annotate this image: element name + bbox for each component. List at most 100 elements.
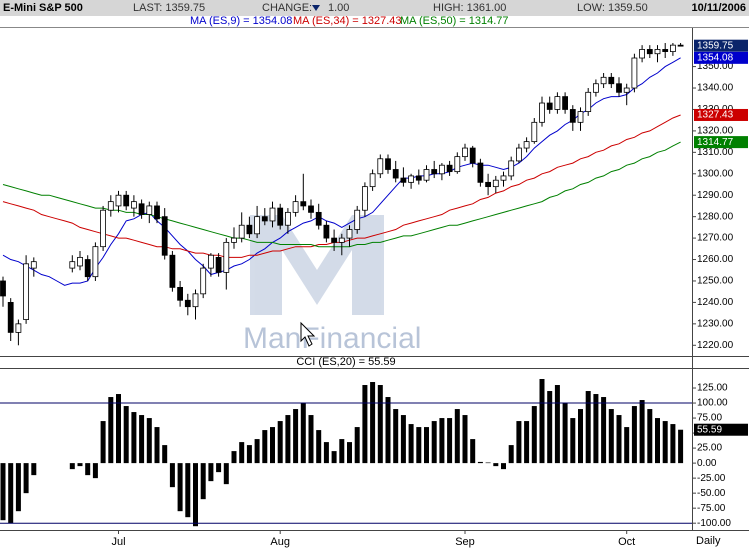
y-tick-label: 1280.00 — [697, 211, 734, 222]
low-price: LOW: 1359.50 — [577, 2, 648, 14]
candle-body — [192, 293, 199, 308]
y-tick-label: 1270.00 — [697, 233, 734, 244]
cci-bar — [139, 415, 145, 464]
cci-bar — [239, 442, 245, 464]
candle-body — [585, 91, 592, 113]
down-arrow — [312, 5, 320, 11]
cci-bar — [501, 463, 506, 470]
cci-bar — [639, 400, 645, 464]
candle-body — [438, 164, 445, 175]
y-tick-label: 125.00 — [697, 383, 728, 394]
cci-bar — [223, 463, 229, 485]
cci-bar — [254, 439, 260, 464]
candle-body — [277, 207, 284, 226]
cci-bar — [31, 463, 37, 476]
candle-body — [454, 156, 461, 173]
cci-bar — [362, 385, 368, 464]
candle-body — [338, 237, 345, 243]
y-tick-label: 1310.00 — [697, 147, 734, 158]
candle-body — [462, 147, 468, 158]
candle-body — [261, 216, 268, 222]
candle-body — [516, 147, 522, 162]
x-tick-label: Aug — [270, 536, 290, 548]
cci-bar — [585, 391, 591, 464]
cci-bar — [277, 421, 283, 464]
candle-body — [292, 201, 299, 213]
value-box — [694, 39, 748, 52]
cci-bar — [270, 427, 275, 464]
cci-bar — [624, 427, 630, 464]
y-tick-label: 1300.00 — [697, 168, 734, 179]
cci-bar — [416, 427, 422, 464]
value-box — [694, 136, 748, 149]
candle-body — [354, 209, 361, 230]
x-tick-label: Oct — [618, 536, 635, 548]
cci-bar — [370, 382, 376, 464]
cci-bar — [193, 463, 198, 527]
candle-body — [146, 205, 153, 215]
cci-bar — [162, 445, 168, 464]
y-tick-label: -75.00 — [697, 503, 726, 514]
cci-bar — [616, 415, 622, 464]
cci-bar — [339, 439, 345, 464]
y-tick-label: 1290.00 — [697, 190, 734, 201]
cci-bar — [231, 451, 237, 464]
candle-body — [646, 49, 653, 55]
value-box — [694, 51, 748, 64]
cci-bar — [477, 461, 483, 464]
candle-body — [400, 177, 407, 183]
candle-body — [154, 205, 160, 220]
candle-body — [84, 259, 91, 278]
candle-body — [123, 194, 130, 207]
candle-body — [300, 201, 307, 207]
value-box-label: 1359.75 — [697, 40, 734, 51]
candle-body — [323, 224, 330, 239]
value-box-label: 1327.43 — [697, 110, 734, 121]
cci-bar — [347, 442, 352, 464]
cci-bar — [547, 391, 553, 464]
cci-bar — [447, 418, 453, 464]
cci-bar — [169, 463, 175, 488]
value-box-label: 1354.08 — [697, 52, 734, 63]
logo-part — [282, 215, 352, 305]
candle-body — [161, 216, 168, 256]
candle-body — [539, 102, 545, 123]
candle-body — [485, 181, 492, 188]
candle-body — [546, 102, 553, 110]
candle-body — [562, 96, 568, 110]
cci-bar — [69, 463, 75, 470]
candle-body — [423, 169, 430, 181]
cci-bar — [0, 463, 6, 521]
candle-body — [184, 299, 191, 308]
y-tick-label: 1260.00 — [697, 254, 734, 265]
cci-bar — [177, 463, 183, 512]
cci-bar — [493, 463, 499, 467]
x-tick-label: Sep — [455, 536, 475, 548]
candle-body — [677, 44, 684, 47]
x-tick-label: Jul — [111, 536, 125, 548]
candle-body — [639, 49, 645, 59]
legend-entry: MA (ES,9) = 1354.08 — [190, 15, 292, 27]
cci-bar — [116, 394, 121, 464]
candle-body — [469, 147, 476, 164]
high-price: HIGH: 1361.00 — [433, 2, 506, 14]
cci-bar — [23, 463, 29, 494]
y-tick-label: 1220.00 — [697, 340, 734, 351]
cci-bar — [200, 463, 206, 500]
cci-bar — [670, 424, 676, 464]
cci-bar — [393, 409, 399, 464]
cci-bar — [462, 415, 468, 464]
watermark-logo — [250, 215, 384, 315]
candle-body — [446, 164, 453, 173]
candle-body — [269, 207, 276, 222]
cci-bar — [631, 406, 637, 464]
cci-bar — [678, 429, 684, 464]
cci-bar — [524, 421, 530, 464]
y-tick-label: -50.00 — [697, 488, 726, 499]
cci-bar — [408, 424, 414, 464]
cci-bar — [262, 430, 268, 464]
cci-bar — [92, 463, 98, 479]
cci-bar — [570, 418, 576, 464]
candle-body — [577, 111, 584, 123]
